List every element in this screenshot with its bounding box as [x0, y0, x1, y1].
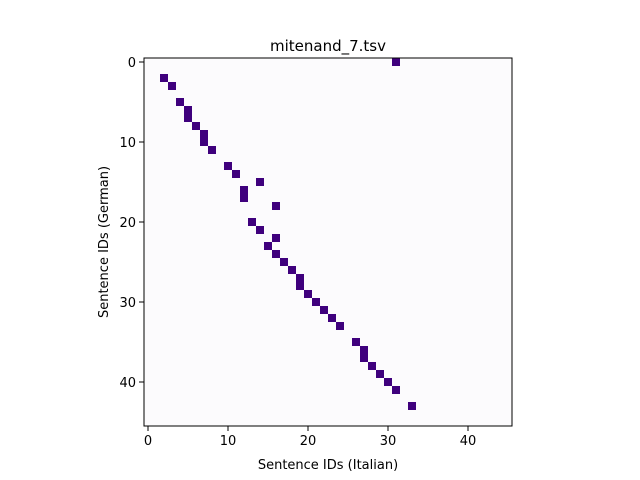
heatmap-cell: [200, 138, 208, 146]
x-axis-ticks: 0 10 20 30 40: [144, 426, 476, 449]
x-tick-label: 40: [460, 434, 477, 449]
heatmap-cell: [240, 194, 248, 202]
heatmap-cell: [320, 306, 328, 314]
x-tick-label: 20: [300, 434, 317, 449]
heatmap-cell: [232, 170, 240, 178]
heatmap-cell: [360, 354, 368, 362]
heatmap-cell: [360, 346, 368, 354]
heatmap-cell: [224, 162, 232, 170]
cells-layer: [160, 58, 416, 410]
chart-title: mitenand_7.tsv: [270, 37, 386, 56]
x-tick-label: 10: [220, 434, 237, 449]
heatmap-cell: [304, 290, 312, 298]
heatmap-cell: [392, 386, 400, 394]
heatmap-cell: [336, 322, 344, 330]
y-axis-ticks: 0 10 20 30 40: [119, 56, 144, 391]
heatmap-cell: [280, 258, 288, 266]
y-tick-label: 0: [128, 56, 136, 71]
heatmap-cell: [312, 298, 320, 306]
heatmap-cell: [184, 114, 192, 122]
heatmap-cell: [328, 314, 336, 322]
heatmap-cell: [264, 242, 272, 250]
heatmap-cell: [208, 146, 216, 154]
y-tick-label: 30: [119, 296, 136, 311]
heatmap-cell: [376, 370, 384, 378]
heatmap-cell: [272, 234, 280, 242]
x-tick-label: 0: [144, 434, 152, 449]
y-tick-label: 20: [119, 216, 136, 231]
heatmap-cell: [256, 226, 264, 234]
heatmap-cell: [184, 106, 192, 114]
x-tick-label: 30: [380, 434, 397, 449]
heatmap-cell: [192, 122, 200, 130]
heatmap-cell: [168, 82, 176, 90]
heatmap-cell: [352, 338, 360, 346]
heatmap-cell: [296, 282, 304, 290]
heatmap-cell: [296, 274, 304, 282]
heatmap-cell: [368, 362, 376, 370]
heatmap-cell: [384, 378, 392, 386]
plot-frame: [143, 57, 513, 427]
heatmap-cell: [288, 266, 296, 274]
heatmap-cell: [176, 98, 184, 106]
heatmap-cell: [256, 178, 264, 186]
heatmap-cell: [240, 186, 248, 194]
heatmap-cell: [248, 218, 256, 226]
y-tick-label: 10: [119, 136, 136, 151]
y-tick-label: 40: [119, 376, 136, 391]
x-axis-label: Sentence IDs (Italian): [258, 458, 398, 473]
heatmap-cell: [392, 58, 400, 66]
heatmap-cell: [200, 130, 208, 138]
heatmap-cell: [272, 202, 280, 210]
heatmap-cell: [272, 250, 280, 258]
plot-area: [144, 58, 512, 426]
y-axis-label: Sentence IDs (German): [97, 166, 112, 318]
heatmap-cell: [160, 74, 168, 82]
heatmap-cell: [408, 402, 416, 410]
